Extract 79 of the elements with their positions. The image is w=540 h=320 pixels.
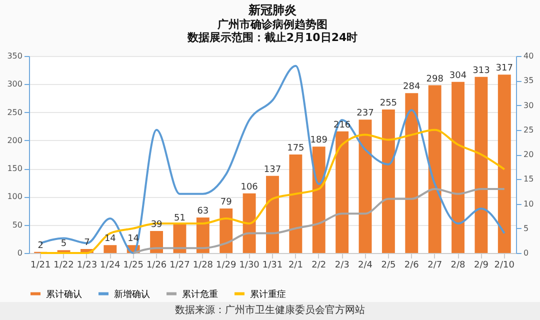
legend-label: 累计确认 xyxy=(46,288,82,300)
data-label: 51 xyxy=(174,213,186,224)
bar xyxy=(104,245,117,253)
x-tick-label: 2/8 xyxy=(450,260,466,270)
y-tick-label: 100 xyxy=(7,192,22,202)
y2-tick-label: 40 xyxy=(524,52,534,60)
data-label: 14 xyxy=(104,234,116,244)
data-label: 106 xyxy=(240,182,258,192)
y-tick-label: 150 xyxy=(7,164,22,174)
y2-tick-label: 5 xyxy=(524,224,529,233)
bar xyxy=(498,74,511,253)
bar xyxy=(452,82,464,253)
x-tick-label: 1/26 xyxy=(146,260,167,270)
x-tick-label: 1/24 xyxy=(100,260,121,270)
x-tick-label: 2/5 xyxy=(381,260,396,270)
y-tick-label: 250 xyxy=(7,108,22,117)
data-label: 304 xyxy=(449,70,467,81)
bar xyxy=(405,93,418,253)
x-tick-label: 2/1 xyxy=(288,260,303,270)
y-tick-label: 50 xyxy=(12,220,22,230)
y2-tick-label: 25 xyxy=(524,125,534,134)
x-tick-label: 2/2 xyxy=(312,260,326,270)
data-label: 189 xyxy=(310,136,328,146)
data-label: 137 xyxy=(264,164,282,175)
x-tick-label: 1/25 xyxy=(123,260,144,270)
x-tick-label: 2/9 xyxy=(474,260,489,270)
data-label: 63 xyxy=(197,206,209,217)
legend-label: 累计危重 xyxy=(182,288,218,300)
x-tick-label: 1/30 xyxy=(239,260,260,270)
line-series xyxy=(40,128,506,254)
data-label: 2 xyxy=(38,240,44,251)
y2-tick-label: 35 xyxy=(524,76,534,86)
y2-tick-label: 20 xyxy=(524,150,534,159)
bar xyxy=(474,76,488,253)
x-tick-label: 1/21 xyxy=(30,260,51,270)
y-tick-label: 0 xyxy=(17,248,22,258)
x-tick-label: 2/4 xyxy=(358,260,373,270)
x-tick-label: 1/29 xyxy=(216,260,236,270)
legend-label: 累计重症 xyxy=(250,288,286,300)
y2-tick-label: 30 xyxy=(524,100,534,110)
data-label: 237 xyxy=(356,108,374,119)
bar xyxy=(289,154,302,253)
data-label: 175 xyxy=(287,144,304,154)
data-label: 298 xyxy=(426,74,444,84)
bar xyxy=(266,176,279,253)
data-label: 313 xyxy=(472,66,490,76)
y-tick-label: 350 xyxy=(7,52,22,60)
bar xyxy=(220,208,233,253)
y2-tick-label: 10 xyxy=(524,199,534,208)
x-tick-label: 2/7 xyxy=(428,260,442,270)
x-tick-label: 2/6 xyxy=(404,260,420,270)
x-tick-label: 1/27 xyxy=(170,260,190,270)
chart-subtitle: 广州市确诊病例趋势图 xyxy=(216,18,328,31)
x-tick-label: 1/22 xyxy=(54,260,74,270)
y2-tick-label: 15 xyxy=(524,174,534,184)
y2-tick-label: 0 xyxy=(524,248,529,258)
x-tick-label: 1/23 xyxy=(76,260,98,270)
bar xyxy=(358,120,372,253)
bar xyxy=(150,231,164,253)
data-label: 79 xyxy=(220,198,232,208)
bar xyxy=(382,109,395,253)
x-tick-label: 2/10 xyxy=(494,260,515,270)
y-tick-label: 200 xyxy=(7,136,22,145)
bar xyxy=(312,146,326,253)
source-note: 数据来源：广州市卫生健康委员会官方网站 xyxy=(0,302,540,320)
bar xyxy=(242,193,256,253)
legend-label: 新增确认 xyxy=(114,288,150,300)
data-label: 317 xyxy=(496,64,513,74)
data-label: 284 xyxy=(403,82,420,92)
x-tick-label: 2/3 xyxy=(334,260,350,270)
bar xyxy=(428,85,442,253)
x-tick-label: 1/28 xyxy=(192,260,214,270)
data-label: 255 xyxy=(380,98,398,108)
y-tick-label: 300 xyxy=(7,80,22,89)
data-label: 5 xyxy=(60,239,67,250)
text: 数据展示范围：截止2月10日24时 xyxy=(186,31,358,44)
bar xyxy=(336,131,349,253)
chart-title: 新冠肺炎 xyxy=(248,3,298,17)
x-tick-label: 1/31 xyxy=(262,260,283,270)
